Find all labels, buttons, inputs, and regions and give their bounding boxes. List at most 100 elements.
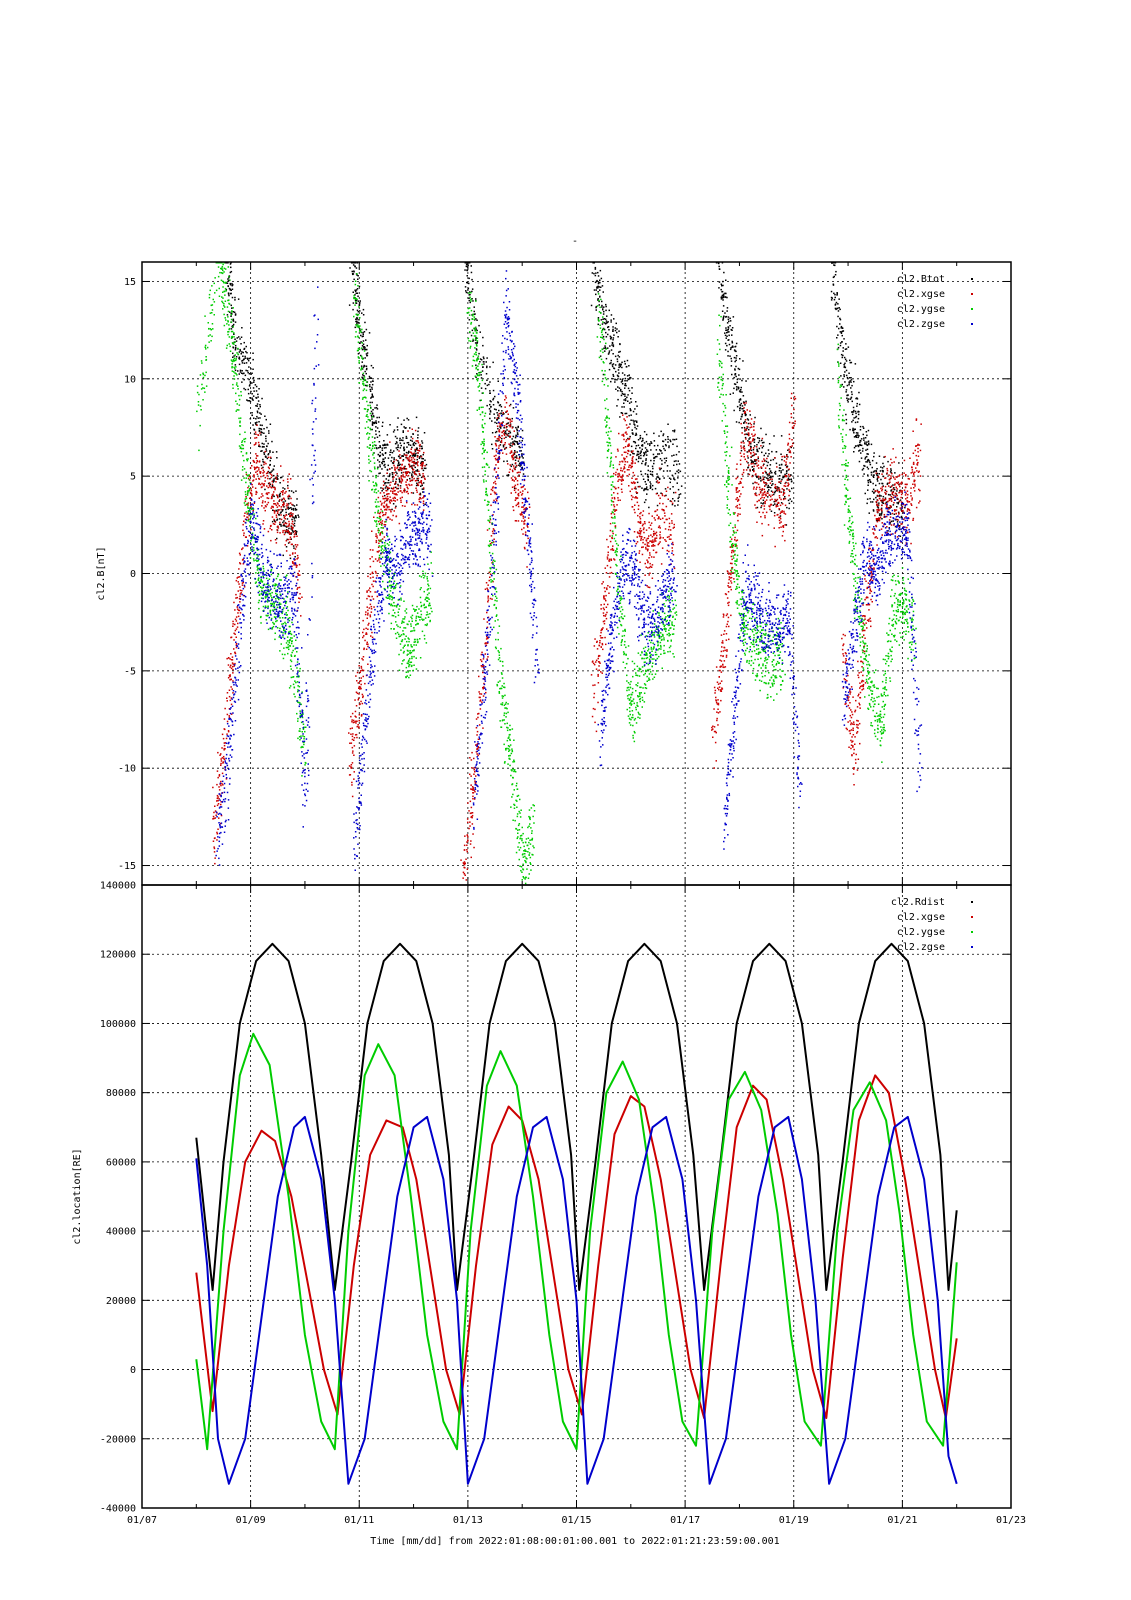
data-point [384, 494, 386, 497]
data-point [466, 281, 468, 284]
data-point [659, 536, 662, 538]
data-point [282, 497, 285, 499]
data-point [638, 453, 640, 456]
data-point [640, 511, 642, 514]
data-point [644, 473, 647, 475]
data-point [218, 775, 221, 777]
data-point [787, 449, 789, 451]
data-point [615, 471, 617, 474]
data-point [869, 497, 871, 500]
data-point [464, 867, 466, 869]
data-point [728, 334, 730, 337]
data-point [239, 350, 242, 352]
data-point [498, 422, 501, 424]
data-point [351, 738, 354, 741]
data-point [839, 308, 841, 311]
data-point [594, 274, 597, 277]
data-point [483, 667, 485, 670]
data-point [778, 519, 781, 522]
data-point [291, 508, 293, 511]
data-point [841, 334, 843, 337]
data-point [645, 546, 647, 549]
data-point [247, 502, 250, 504]
data-point [522, 533, 524, 535]
data-point [253, 433, 256, 435]
data-point [790, 446, 792, 449]
data-point [288, 502, 290, 505]
data-point [734, 536, 736, 539]
data-point [713, 726, 716, 728]
data-point [496, 412, 498, 414]
data-point [217, 776, 219, 779]
data-point [293, 533, 296, 535]
data-point [512, 506, 514, 508]
data-point [669, 500, 672, 502]
data-point [267, 456, 270, 459]
data-point [294, 507, 297, 510]
data-point [266, 475, 268, 477]
data-point [524, 507, 526, 510]
data-point [636, 425, 639, 427]
data-point [747, 440, 749, 442]
data-point [647, 537, 649, 540]
data-point [396, 499, 399, 501]
data-point [391, 467, 393, 469]
data-point [745, 429, 748, 431]
data-point [605, 305, 607, 308]
data-point [408, 464, 411, 467]
data-point [499, 441, 502, 443]
data-point [288, 498, 290, 500]
data-point [386, 486, 388, 489]
data-point [371, 401, 373, 404]
data-point [369, 419, 371, 422]
data-point [721, 640, 724, 642]
data-point [653, 445, 656, 447]
data-point [506, 422, 508, 425]
data-point [494, 431, 497, 434]
data-point [647, 479, 649, 482]
data-point [413, 477, 415, 480]
data-point [358, 726, 360, 728]
data-point [643, 488, 645, 491]
data-point [359, 342, 361, 344]
data-point [754, 459, 757, 461]
data-point [227, 278, 229, 280]
data-point [282, 491, 284, 494]
data-point [739, 358, 741, 360]
data-point [265, 435, 267, 437]
data-point [382, 454, 384, 456]
data-point [767, 490, 769, 493]
data-point [527, 526, 529, 528]
data-point [214, 837, 216, 839]
data-point [395, 493, 397, 495]
data-point [712, 725, 714, 727]
data-point [403, 491, 406, 493]
data-point [604, 345, 606, 347]
data-point [514, 491, 517, 494]
data-point [274, 488, 276, 491]
data-point [594, 266, 597, 269]
data-point [214, 857, 216, 859]
data-point [628, 365, 630, 367]
data-point [858, 391, 860, 394]
data-point [884, 489, 887, 491]
data-point [746, 427, 748, 430]
data-point [511, 445, 513, 447]
data-point [240, 592, 242, 594]
data-point [899, 535, 902, 537]
data-point [287, 481, 289, 483]
data-point [289, 478, 292, 480]
data-point [271, 470, 273, 472]
data-point [494, 442, 497, 445]
data-point [268, 467, 270, 470]
data-point [613, 498, 616, 500]
data-point [423, 496, 425, 498]
data-point [367, 609, 369, 612]
data-point [757, 467, 760, 469]
data-point [369, 565, 372, 568]
data-point [371, 386, 373, 389]
data-point [359, 688, 361, 690]
data-point [472, 340, 474, 342]
data-point [521, 453, 523, 455]
data-point [409, 439, 412, 442]
